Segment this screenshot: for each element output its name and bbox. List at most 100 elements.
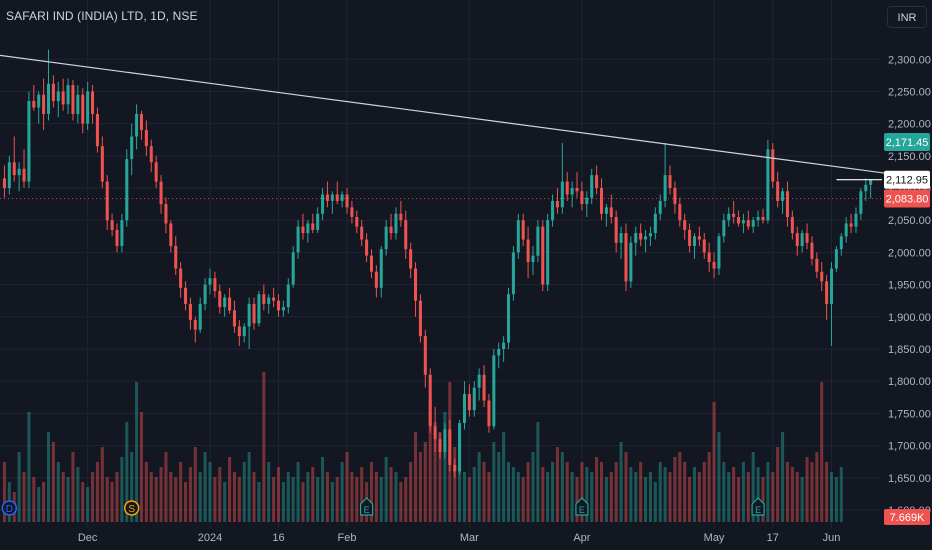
candle-body (668, 175, 672, 189)
candle-body (306, 223, 310, 234)
candle-body (653, 213, 657, 234)
price-tags: 2,171.45 2,112.95 2,083.80 7.669K (884, 133, 930, 525)
candle-body (120, 220, 124, 246)
candle-body (51, 83, 55, 102)
candle-body (761, 217, 765, 221)
candle-body (624, 233, 628, 282)
drawings[interactable] (0, 54, 915, 199)
volume-bar (379, 477, 383, 522)
candle-body (482, 374, 486, 401)
volume-bar (71, 452, 75, 522)
trendline (0, 54, 915, 178)
candle-body (683, 220, 687, 230)
volume-bar (193, 447, 197, 522)
volume-bar (232, 472, 236, 522)
candle-body (834, 249, 838, 269)
volume-bar (198, 472, 202, 522)
candle-body (267, 297, 271, 304)
volume-bar (95, 462, 99, 522)
volume-bar (751, 452, 755, 522)
volume-bar (790, 467, 794, 522)
volume-bar (634, 472, 638, 522)
volume-bar (825, 462, 829, 522)
volume-bar (692, 467, 696, 522)
volume-bar (428, 402, 432, 522)
candle-body (110, 220, 114, 230)
candle-body (262, 294, 266, 304)
candle-body (22, 168, 26, 182)
volume-bar (467, 477, 471, 522)
volume-bar (580, 462, 584, 522)
currency-button[interactable]: INR (887, 6, 927, 28)
candle-body (472, 387, 476, 411)
volume-bar (477, 452, 481, 522)
candle-body (751, 220, 755, 227)
volume-bar (340, 462, 344, 522)
candle-body (218, 291, 222, 308)
volume-bar (242, 462, 246, 522)
candle-body (66, 85, 70, 105)
volume-bar (820, 382, 824, 522)
candle-body (639, 233, 643, 240)
candle-body (443, 429, 447, 453)
volume-bar (746, 472, 750, 522)
volume-bar (433, 422, 437, 522)
volume-bar (482, 462, 486, 522)
volume-bar (800, 477, 804, 522)
candle-body (335, 194, 339, 201)
volume-bar (497, 452, 501, 522)
candle-body (281, 307, 285, 311)
candle-body (125, 159, 129, 221)
candle-body (394, 213, 398, 234)
x-tick-label: 17 (767, 532, 779, 544)
earnings-icon-label: E (364, 505, 370, 515)
volume-bar (423, 442, 427, 522)
volume-bar (61, 472, 65, 522)
volume-bar (394, 472, 398, 522)
volume-bar (546, 472, 550, 522)
volume-bar (91, 472, 95, 522)
volume-bar (76, 467, 80, 522)
volume-bar (570, 472, 574, 522)
volume-bar (325, 472, 329, 522)
volume-bar (125, 422, 129, 522)
volume-bar (2, 462, 6, 522)
volume-bar (516, 472, 520, 522)
volume-bar (296, 462, 300, 522)
volume-bar (644, 477, 648, 522)
volume-bar (502, 432, 506, 522)
volume-bar (609, 472, 613, 522)
volume-bar (291, 477, 295, 522)
price-axis[interactable]: 2,300.002,250.002,200.002,150.002,100.00… (888, 54, 931, 517)
candle-body (144, 130, 148, 147)
volume-bar (262, 372, 266, 522)
volume-bar (223, 482, 227, 522)
volume-bar (829, 472, 834, 522)
candle-body (692, 236, 696, 246)
price-tag-label: 2,171.45 (886, 137, 929, 149)
volume-bar (722, 462, 726, 522)
y-tick-label: 2,050.00 (888, 215, 931, 227)
volume-bar (360, 467, 364, 522)
candle-body (839, 236, 843, 250)
candle-body (296, 226, 300, 253)
candle-body (560, 181, 564, 208)
candle-body (614, 217, 618, 243)
time-axis[interactable]: Dec 2024 16 Feb Mar Apr May 17 Jun (78, 532, 841, 544)
candle-body (188, 303, 192, 321)
candle-body (438, 439, 442, 453)
volume-bar (732, 467, 736, 522)
y-tick-label: 1,750.00 (888, 408, 931, 420)
candle-body (423, 336, 427, 375)
candle-body (115, 229, 119, 246)
candle-body (776, 181, 780, 201)
volume-bar (252, 472, 256, 522)
y-tick-label: 1,800.00 (888, 376, 931, 388)
y-tick-label: 2,000.00 (888, 247, 931, 259)
volume-bar (443, 412, 447, 522)
candle-body (384, 226, 388, 250)
candle-body (272, 297, 276, 301)
candle-body (7, 162, 11, 189)
